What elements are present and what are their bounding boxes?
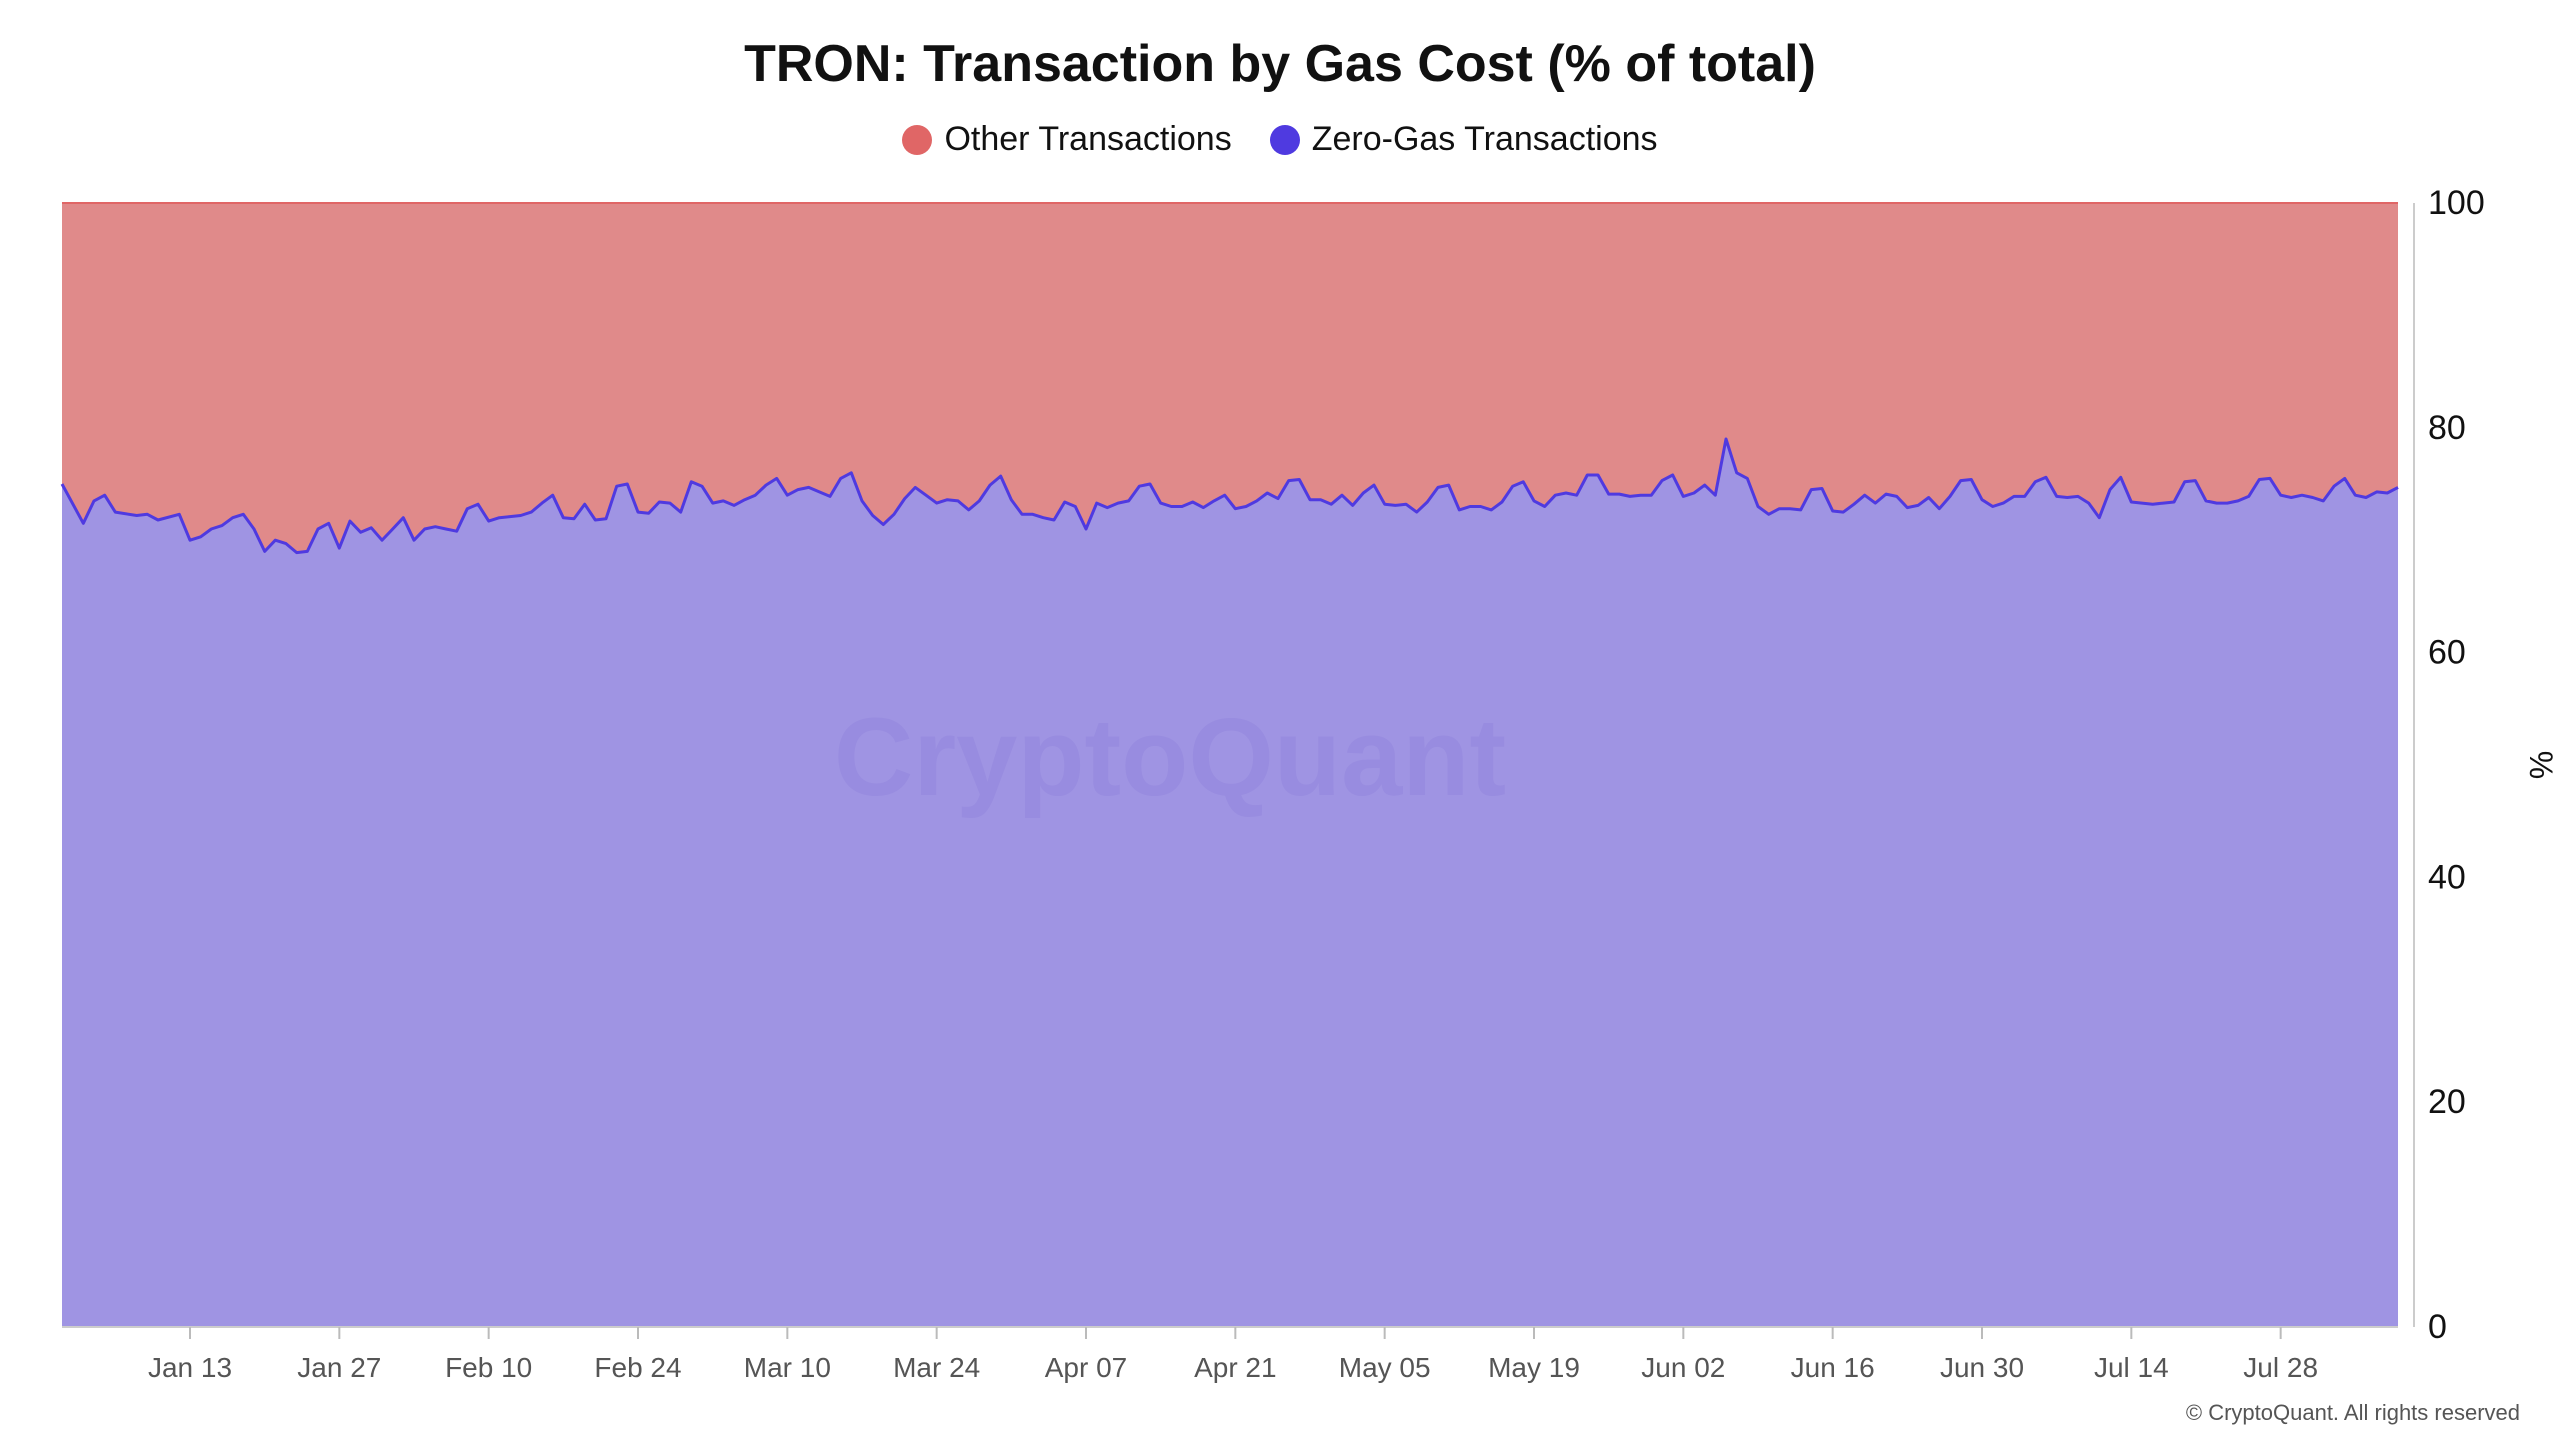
chart-title: TRON: Transaction by Gas Cost (% of tota… [744, 35, 1816, 93]
y-tick-label: 20 [2428, 1083, 2466, 1121]
x-tick-label: Jan 27 [297, 1352, 381, 1383]
x-tick-label: Jul 14 [2094, 1352, 2169, 1383]
legend-label-other: Other Transactions [944, 120, 1232, 158]
x-tick-label: Mar 10 [744, 1352, 831, 1383]
x-tick-label: Feb 10 [445, 1352, 532, 1383]
line-zero-gas-transactions [60, 437, 2399, 555]
x-tick-label: Jun 30 [1940, 1352, 2024, 1383]
area-zero-gas-transactions [62, 439, 2398, 1327]
legend: Other Transactions Zero-Gas Transactions [0, 120, 2560, 159]
y-axis-title: % [2523, 751, 2559, 779]
x-tick-label: Mar 24 [893, 1352, 980, 1383]
x-tick-label: May 19 [1488, 1352, 1580, 1383]
x-tick-label: Apr 21 [1194, 1352, 1277, 1383]
copyright-text: © CryptoQuant. All rights reserved [2185, 1400, 2520, 1425]
legend-dot-zero-gas [1269, 124, 1300, 155]
x-tick-label: Jan 13 [148, 1352, 232, 1383]
legend-label-zero-gas: Zero-Gas Transactions [1311, 120, 1658, 158]
legend-dot-other [902, 124, 933, 155]
legend-item-other[interactable]: Other Transactions [902, 120, 1232, 159]
x-tick-label: Jun 02 [1641, 1352, 1725, 1383]
y-tick-label: 100 [2428, 184, 2485, 222]
legend-item-zero-gas[interactable]: Zero-Gas Transactions [1269, 120, 1658, 159]
x-tick-label: Apr 07 [1045, 1352, 1128, 1383]
y-tick-label: 60 [2428, 634, 2466, 672]
y-tick-label: 40 [2428, 858, 2466, 896]
x-tick-label: Jun 16 [1791, 1352, 1875, 1383]
x-tick-label: Feb 24 [594, 1352, 681, 1383]
y-tick-label: 80 [2428, 409, 2466, 447]
y-tick-label: 0 [2428, 1308, 2447, 1346]
watermark-text: CryptoQuant [834, 696, 1506, 819]
x-tick-label: May 05 [1339, 1352, 1431, 1383]
x-tick-label: Jul 28 [2243, 1352, 2318, 1383]
